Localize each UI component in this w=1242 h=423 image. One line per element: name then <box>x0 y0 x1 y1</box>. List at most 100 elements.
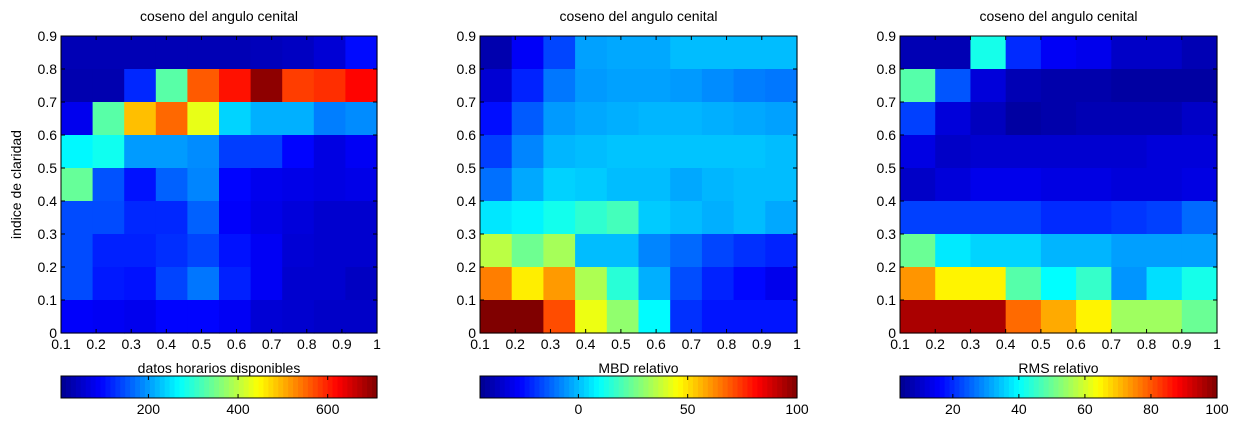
colorbar-segment <box>312 376 319 398</box>
colorbar-segment <box>688 376 694 398</box>
heatmap-cell <box>1005 102 1042 136</box>
heatmap-cell <box>1040 201 1077 235</box>
heatmap-cell <box>480 135 513 169</box>
heatmap-cell <box>935 168 972 202</box>
heatmap-cell <box>970 300 1007 334</box>
heatmap-cell <box>575 69 608 103</box>
colorbar-segment <box>120 376 126 398</box>
colorbar-tick-label: 200 <box>137 401 161 417</box>
colorbar-segment <box>283 376 289 398</box>
x-tick-label: 0.4 <box>996 336 1016 352</box>
heatmap-cell <box>970 135 1007 169</box>
colorbar-segment <box>243 376 250 398</box>
heatmap-cell <box>575 135 608 169</box>
colorbar-segment <box>584 376 590 398</box>
colorbar-segment <box>90 376 97 398</box>
heatmap-cell <box>511 135 544 169</box>
heatmap-cell <box>935 36 972 70</box>
colorbar-segment <box>782 376 788 398</box>
heatmap-cell <box>1076 234 1112 268</box>
colorbar-segment <box>623 376 630 398</box>
colorbar-segment <box>307 376 314 398</box>
heatmap-cell <box>282 102 315 136</box>
colorbar-segment <box>954 376 961 398</box>
colorbar-segment <box>593 376 600 398</box>
colorbar-segment <box>628 376 635 398</box>
colorbar-segment <box>253 376 260 398</box>
colorbar-segment <box>1182 376 1188 398</box>
heatmap-cell <box>480 102 513 136</box>
heatmap-cell <box>1005 135 1042 169</box>
heatmap-cell <box>480 69 513 103</box>
heatmap-cell <box>187 36 220 70</box>
x-tick-label: 0.6 <box>227 336 247 352</box>
heatmap-cell <box>1111 234 1148 268</box>
y-tick-label: 0.7 <box>457 94 477 110</box>
heatmap-cell <box>92 36 125 70</box>
heatmap-cell <box>187 201 220 235</box>
heatmap-cell <box>670 267 703 301</box>
heatmap-cell <box>606 300 640 334</box>
colorbar-segment <box>219 376 225 398</box>
colorbar-segment <box>352 376 358 398</box>
colorbar-segment <box>1033 376 1040 398</box>
heatmap-cell <box>155 168 188 202</box>
heatmap-cell <box>575 36 608 70</box>
heatmap-cell <box>345 300 378 334</box>
heatmap-cell <box>900 36 936 70</box>
heatmap-cell <box>900 300 936 334</box>
colorbar-segment <box>900 376 906 398</box>
heatmap-cell <box>765 69 798 103</box>
heatmap-cell <box>935 135 972 169</box>
colorbar-segment <box>732 376 739 398</box>
heatmap-cell <box>670 300 703 334</box>
heatmap-panel-mbd: 0.1 0.2 0.3 0.4 0.5 0.6 0.7 0.8 0.9 100.10.20.30.… <box>457 8 809 417</box>
colorbar-segment <box>1083 376 1089 398</box>
heatmap-cell <box>1181 102 1218 136</box>
colorbar-segment <box>692 376 699 398</box>
x-tick-label: 0.7 <box>1102 336 1122 352</box>
heatmap-cell <box>543 234 576 268</box>
heatmap-cell <box>1181 69 1218 103</box>
colorbar-segment <box>169 376 176 398</box>
heatmap-cell <box>670 201 703 235</box>
colorbar-segment <box>1157 376 1164 398</box>
heatmap-cell <box>970 69 1007 103</box>
heatmap-cell <box>124 102 157 136</box>
heatmap-cell <box>155 201 188 235</box>
colorbar-segment <box>233 376 240 398</box>
chart-title: coseno del angulo cenital <box>140 8 298 24</box>
heatmap-cell <box>543 102 576 136</box>
colorbar-segment <box>914 376 921 398</box>
heatmap-cell <box>1146 201 1183 235</box>
heatmap-cell <box>575 201 608 235</box>
colorbar-segment <box>1053 376 1060 398</box>
colorbar-frame <box>899 375 1218 399</box>
colorbar-segment <box>1127 376 1134 398</box>
heatmap-cell <box>1146 69 1183 103</box>
heatmap-cell <box>250 234 283 268</box>
heatmap-cell <box>155 300 188 334</box>
colorbar-segment <box>1117 376 1124 398</box>
heatmap-cell <box>1181 267 1218 301</box>
heatmap-cell <box>638 102 671 136</box>
heatmap-cell <box>124 300 157 334</box>
x-tick-label: 0.1 <box>51 336 71 352</box>
colorbar-segment <box>135 376 141 398</box>
heatmap-cell <box>480 234 513 268</box>
colorbar-segment <box>144 376 151 398</box>
colorbar-segment <box>944 376 951 398</box>
heatmap-cell <box>575 168 608 202</box>
colorbar-segment <box>367 376 373 398</box>
colorbar-segment <box>598 376 605 398</box>
colorbar-segment <box>757 376 763 398</box>
heatmap-cell <box>61 102 94 136</box>
y-tick-label: 0.2 <box>457 259 477 275</box>
y-tick-label: 0.8 <box>877 61 897 77</box>
heatmap-cell <box>701 36 735 70</box>
colorbar-segment <box>347 376 353 398</box>
colorbar-segment <box>529 376 536 398</box>
heatmap-cell <box>1111 69 1148 103</box>
colorbar-segment <box>534 376 541 398</box>
